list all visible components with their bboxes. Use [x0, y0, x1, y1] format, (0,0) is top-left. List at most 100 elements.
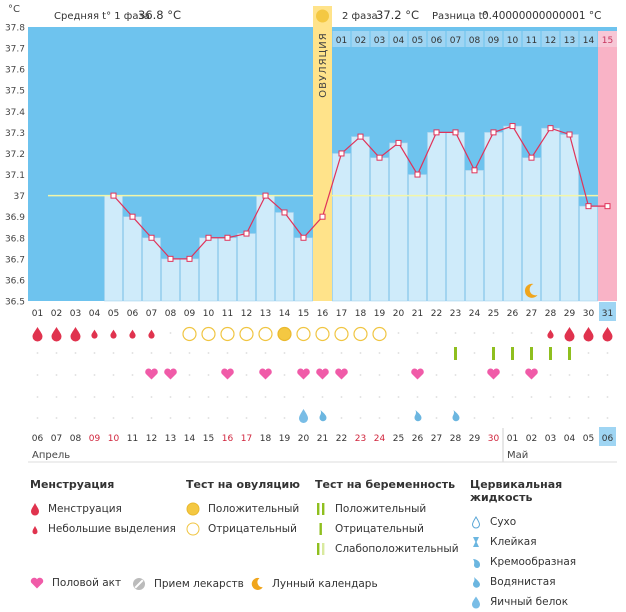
legend-cervical-title: Цервикальная жидкость [470, 478, 563, 504]
grid-dot [492, 396, 495, 398]
blood-drop-icon [31, 503, 39, 516]
grid-dot [492, 417, 495, 419]
phase2-day-cell [579, 31, 598, 47]
calendar-date-label: 27 [431, 434, 442, 444]
grid-dot [93, 417, 96, 419]
grid-dot [359, 352, 362, 354]
ovulation-band [313, 6, 332, 301]
grid-dot [378, 374, 381, 376]
legend-label: Отрицательный [208, 523, 297, 535]
legend-moon-calendar: Лунный календарь [250, 577, 378, 591]
calendar-date-label: 18 [260, 434, 272, 444]
temperature-bar [142, 237, 161, 302]
y-tick-label: 36.8 [5, 234, 25, 244]
legend-creamy: Кремообразная [470, 552, 626, 572]
grid-dot [264, 396, 267, 398]
temperature-point [205, 234, 212, 241]
grid-dot [587, 352, 590, 354]
grid-dot [245, 396, 248, 398]
calendar-date-label: 25 [393, 434, 404, 444]
grid-dot [188, 352, 191, 354]
cycle-day-label: 26 [507, 309, 519, 319]
grid-dot [435, 352, 438, 354]
y-tick-label: 37 [14, 192, 25, 202]
grid-dot [131, 396, 134, 398]
legend-menstruation-title: Менструация [30, 478, 115, 491]
legend-label: Менструация [48, 503, 122, 515]
grid-dot [397, 352, 400, 354]
grid-dot [188, 417, 191, 419]
temperature-point [395, 139, 402, 146]
grid-dot [131, 417, 134, 419]
grid-dot [397, 417, 400, 419]
grid-dot [112, 352, 115, 354]
phase2-day-cell [332, 31, 351, 47]
cycle-day-label: 17 [336, 309, 347, 319]
grid-dot [302, 352, 305, 354]
grid-dot [321, 396, 324, 398]
temperature-bar [446, 132, 465, 302]
grid-dot [93, 352, 96, 354]
legend-label: Небольшие выделения [48, 523, 176, 535]
y-tick-label: 36.5 [5, 298, 25, 308]
grid-dot [169, 396, 172, 398]
grid-dot [245, 374, 248, 376]
grid-dot [473, 352, 476, 354]
pregnancy-test-stripe [454, 347, 457, 360]
grid-dot [530, 396, 533, 398]
phase2-average-label: 2 фаза [342, 11, 378, 22]
calendar-date-label: 06 [32, 434, 44, 444]
cycle-day-label: 19 [374, 309, 386, 319]
spotting-drop-icon [148, 329, 155, 339]
temperature-point [281, 209, 288, 216]
ovulation-negative-icon [239, 326, 254, 342]
cycle-day-label: 15 [298, 309, 309, 319]
grid-dot [207, 417, 210, 419]
pregnancy-test-stripe [511, 347, 514, 360]
grid-dot [112, 396, 115, 398]
phase2-day-cell [503, 31, 522, 47]
grid-dot [169, 332, 172, 334]
intercourse-heart-icon [335, 368, 348, 380]
watery-fluid-icon [452, 410, 460, 422]
intercourse-heart-icon [297, 368, 310, 380]
calendar-date-label: 02 [526, 434, 537, 444]
grid-dot [321, 352, 324, 354]
temperature-bar [465, 170, 484, 302]
grid-dot [74, 396, 77, 398]
calendar-date-label: 21 [317, 434, 328, 444]
grid-dot [359, 374, 362, 376]
phase2-day-label: 01 [336, 36, 347, 46]
legend-sticky: Клейкая [470, 532, 626, 552]
grid-dot [549, 396, 552, 398]
grid-dot [568, 417, 571, 419]
spotting-drop-icon [547, 329, 554, 339]
temperature-bar [161, 258, 180, 302]
grid-dot [226, 396, 229, 398]
ovulation-positive-icon [277, 326, 292, 342]
grid-dot [188, 374, 191, 376]
grid-dot [397, 332, 400, 334]
temperature-bar [579, 205, 598, 302]
double-stripe-icon [317, 503, 325, 515]
weak-stripe-icon [317, 543, 325, 555]
month-label: Май [507, 450, 528, 461]
cycle-day-label: 21 [412, 309, 423, 319]
grid-dot [55, 417, 58, 419]
grid-dot [435, 417, 438, 419]
watery-fluid-icon [319, 410, 327, 422]
legend-label: Слабоположительный [335, 543, 459, 555]
grid-dot [454, 374, 457, 376]
legend-pregnancy-title: Тест на беременность [315, 478, 456, 491]
grid-dot [36, 352, 39, 354]
pregnancy-test-stripe [492, 347, 495, 360]
difference-value: 0.40000000000001 °C [482, 10, 601, 22]
difference-label: Разница t° [432, 11, 488, 22]
grid-dot [473, 417, 476, 419]
y-tick-label: 37.7 [5, 45, 25, 55]
grid-dot [530, 417, 533, 419]
grid-dot [378, 352, 381, 354]
cycle-day-label: 27 [526, 309, 537, 319]
temperature-point [414, 171, 421, 178]
grid-dot [74, 352, 77, 354]
